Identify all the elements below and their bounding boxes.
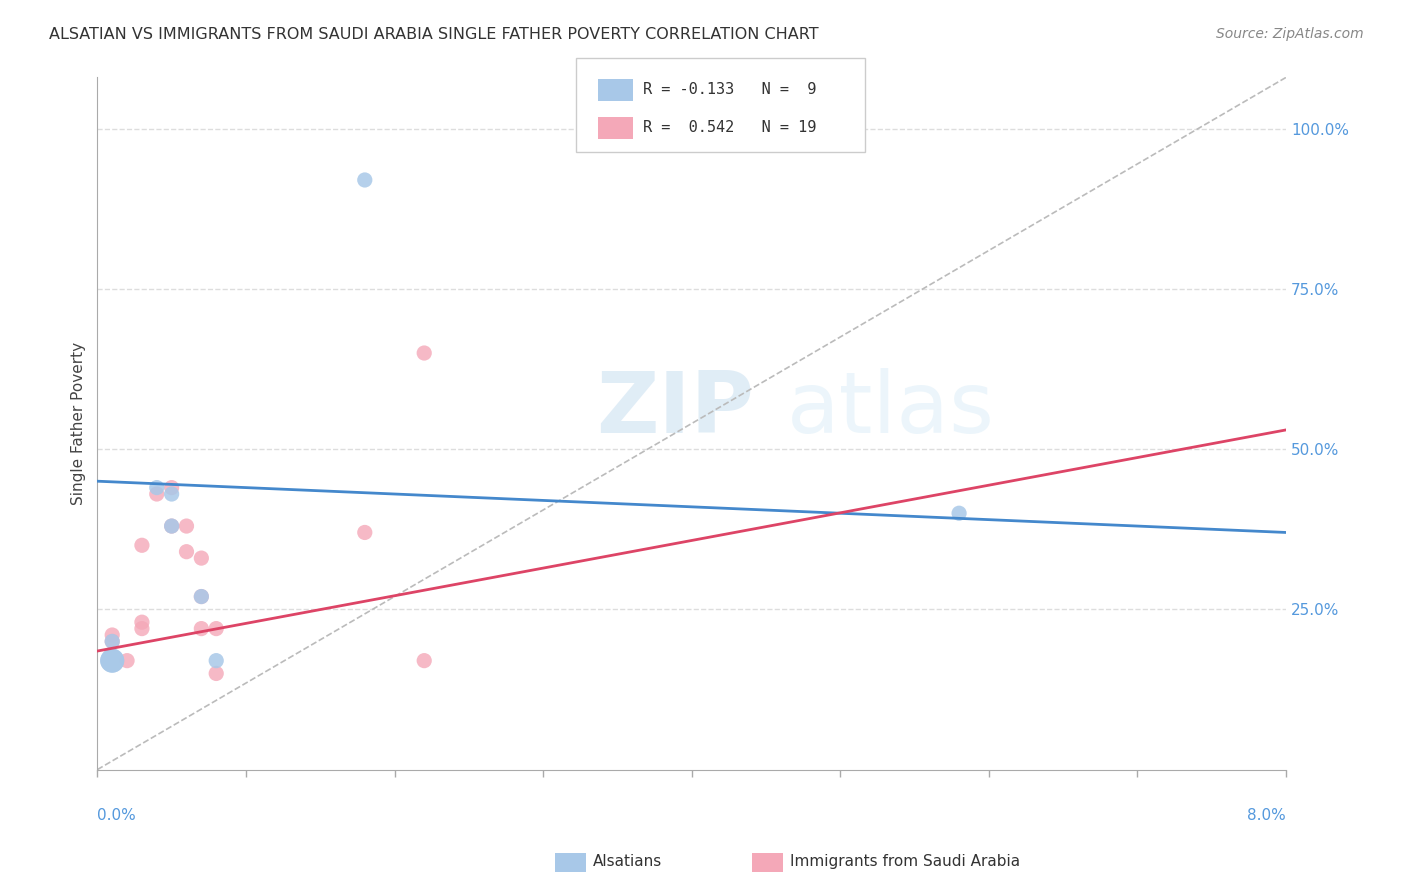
Text: Alsatians: Alsatians <box>593 855 662 869</box>
Y-axis label: Single Father Poverty: Single Father Poverty <box>72 342 86 505</box>
Point <box>160 487 183 501</box>
Point <box>413 346 436 360</box>
Point <box>101 628 124 642</box>
Point <box>413 654 436 668</box>
Text: ALSATIAN VS IMMIGRANTS FROM SAUDI ARABIA SINGLE FATHER POVERTY CORRELATION CHART: ALSATIAN VS IMMIGRANTS FROM SAUDI ARABIA… <box>49 27 818 42</box>
Point <box>115 654 138 668</box>
Text: 8.0%: 8.0% <box>1247 808 1286 823</box>
Point <box>353 173 375 187</box>
Point <box>190 551 212 566</box>
Point <box>146 487 169 501</box>
Text: 0.0%: 0.0% <box>97 808 136 823</box>
Point <box>948 506 970 520</box>
Point <box>176 544 198 558</box>
Point <box>205 666 228 681</box>
Text: R =  0.542   N = 19: R = 0.542 N = 19 <box>643 120 815 136</box>
Text: atlas: atlas <box>787 368 994 451</box>
Point <box>101 654 124 668</box>
Point <box>131 538 153 552</box>
Point <box>190 590 212 604</box>
Text: Immigrants from Saudi Arabia: Immigrants from Saudi Arabia <box>790 855 1021 869</box>
Text: R = -0.133   N =  9: R = -0.133 N = 9 <box>643 82 815 97</box>
Point <box>205 654 228 668</box>
Point <box>190 590 212 604</box>
Point <box>146 481 169 495</box>
Point <box>131 615 153 630</box>
Point <box>205 622 228 636</box>
Point <box>160 519 183 533</box>
Point <box>160 481 183 495</box>
Point <box>176 519 198 533</box>
Point <box>160 519 183 533</box>
Point <box>131 622 153 636</box>
Point <box>101 634 124 648</box>
Text: Source: ZipAtlas.com: Source: ZipAtlas.com <box>1216 27 1364 41</box>
Point <box>101 634 124 648</box>
Point <box>101 654 124 668</box>
Point <box>353 525 375 540</box>
Point <box>190 622 212 636</box>
Text: ZIP: ZIP <box>596 368 754 451</box>
